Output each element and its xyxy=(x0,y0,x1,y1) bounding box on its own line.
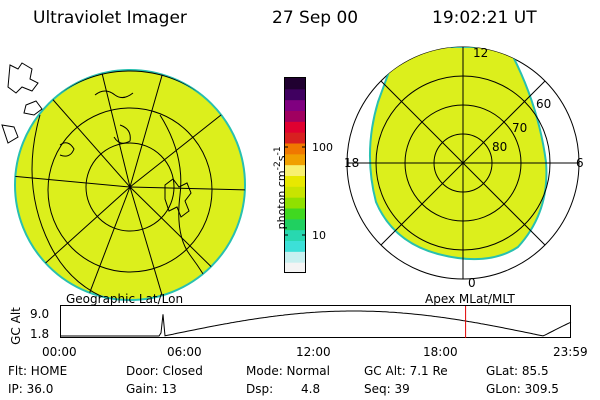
geo-coastline xyxy=(31,114,111,300)
geo-coastline xyxy=(59,142,75,157)
colorbar-segment xyxy=(285,175,305,187)
colorbar-segment xyxy=(285,186,305,198)
altitude-ytick-top: 9.0 xyxy=(30,307,50,321)
altitude-plot xyxy=(60,305,572,338)
polar-lat-60: 60 xyxy=(536,97,552,111)
geo-coastline xyxy=(94,90,134,99)
geo-meridian xyxy=(15,174,131,188)
geographic-image-panel xyxy=(1,62,246,301)
colorbar-tick-10: 10 xyxy=(312,229,326,242)
sequence-number: Seq: 39 xyxy=(364,382,410,396)
date-label: 27 Sep 00 xyxy=(272,8,359,28)
polar-lat-80: 80 xyxy=(492,140,508,154)
dsp-label: Dsp: xyxy=(246,382,274,396)
colorbar-segment xyxy=(285,197,305,209)
polar-mlt-12: 12 xyxy=(473,46,489,60)
geo-coastline xyxy=(159,114,216,296)
altitude-xtick-2359: 23:59 xyxy=(553,345,588,359)
altitude-xtick-0600: 06:00 xyxy=(167,345,202,359)
polar-caption: Apex MLat/MLT xyxy=(425,292,515,306)
colorbar-segment xyxy=(285,99,305,111)
colorbar-segment xyxy=(285,240,305,252)
dsp-value: 4.8 xyxy=(301,382,321,396)
polar-mlt-6: 6 xyxy=(576,156,584,170)
altitude-xtick-0000: 00:00 xyxy=(42,345,77,359)
colorbar xyxy=(284,77,306,274)
colorbar-segment xyxy=(285,251,305,263)
door-status: Door: Closed xyxy=(126,364,203,378)
geo-coastline-outside xyxy=(23,100,43,116)
geo-meridian xyxy=(99,70,131,188)
colorbar-segment xyxy=(285,110,305,122)
geo-meridian xyxy=(129,186,245,191)
colorbar-tick-100: 100 xyxy=(312,141,333,154)
colorbar-segment xyxy=(285,208,305,220)
geo-meridian xyxy=(39,84,131,188)
geo-lat-circle-mid xyxy=(47,107,213,273)
geographic-latitude: GLat: 85.5 xyxy=(486,364,549,378)
gc-altitude: GC Alt: 7.1 Re xyxy=(364,364,448,378)
polar-mlt-0: 0 xyxy=(468,276,476,290)
polar-image-panel xyxy=(346,46,580,280)
colorbar-segment xyxy=(285,88,305,101)
geo-meridian xyxy=(84,186,131,300)
geo-coastline xyxy=(164,178,192,218)
instrument-title: Ultraviolet Imager xyxy=(33,8,187,28)
gain-value: Gain: 13 xyxy=(126,382,177,396)
geo-meridian xyxy=(129,70,166,188)
geo-lat-circle-inner xyxy=(85,142,175,232)
geo-coastline xyxy=(113,124,131,144)
flight-status: Flt: HOME xyxy=(8,364,68,378)
geo-coastline-outside xyxy=(1,124,19,144)
colorbar-segment xyxy=(285,153,305,166)
polar-diagonal-line xyxy=(380,80,546,246)
time-label: 19:02:21 UT xyxy=(432,8,537,28)
polar-mlt-18: 18 xyxy=(344,156,360,170)
geographic-caption: Geographic Lat/Lon xyxy=(66,292,184,306)
colorbar-segment xyxy=(285,121,305,133)
geo-meridian xyxy=(129,186,166,300)
colorbar-segment xyxy=(285,229,305,241)
altitude-ylabel: GC Alt xyxy=(9,307,23,345)
colorbar-segment xyxy=(285,164,305,176)
altitude-xtick-1800: 18:00 xyxy=(423,345,458,359)
altitude-curve xyxy=(61,310,572,337)
colorbar-segment xyxy=(285,143,305,155)
geographic-longitude: GLon: 309.5 xyxy=(486,382,559,396)
colorbar-unit-label: photon cm-2s-1 xyxy=(272,146,288,230)
colorbar-frame xyxy=(284,77,306,273)
geo-coastline-outside xyxy=(7,62,39,94)
colorbar-segment xyxy=(285,78,305,90)
polar-lat-70: 70 xyxy=(512,121,528,135)
altitude-xtick-1200: 12:00 xyxy=(296,345,331,359)
ip-value: IP: 36.0 xyxy=(8,382,54,396)
geo-lat-circle-outer xyxy=(15,70,245,300)
altitude-ytick-bottom: 1.8 xyxy=(30,327,50,341)
altitude-plot-frame xyxy=(60,305,571,338)
mode-status: Mode: Normal xyxy=(246,364,330,378)
colorbar-segment xyxy=(285,132,305,144)
colorbar-segment xyxy=(285,262,305,274)
colorbar-segment xyxy=(285,218,305,231)
